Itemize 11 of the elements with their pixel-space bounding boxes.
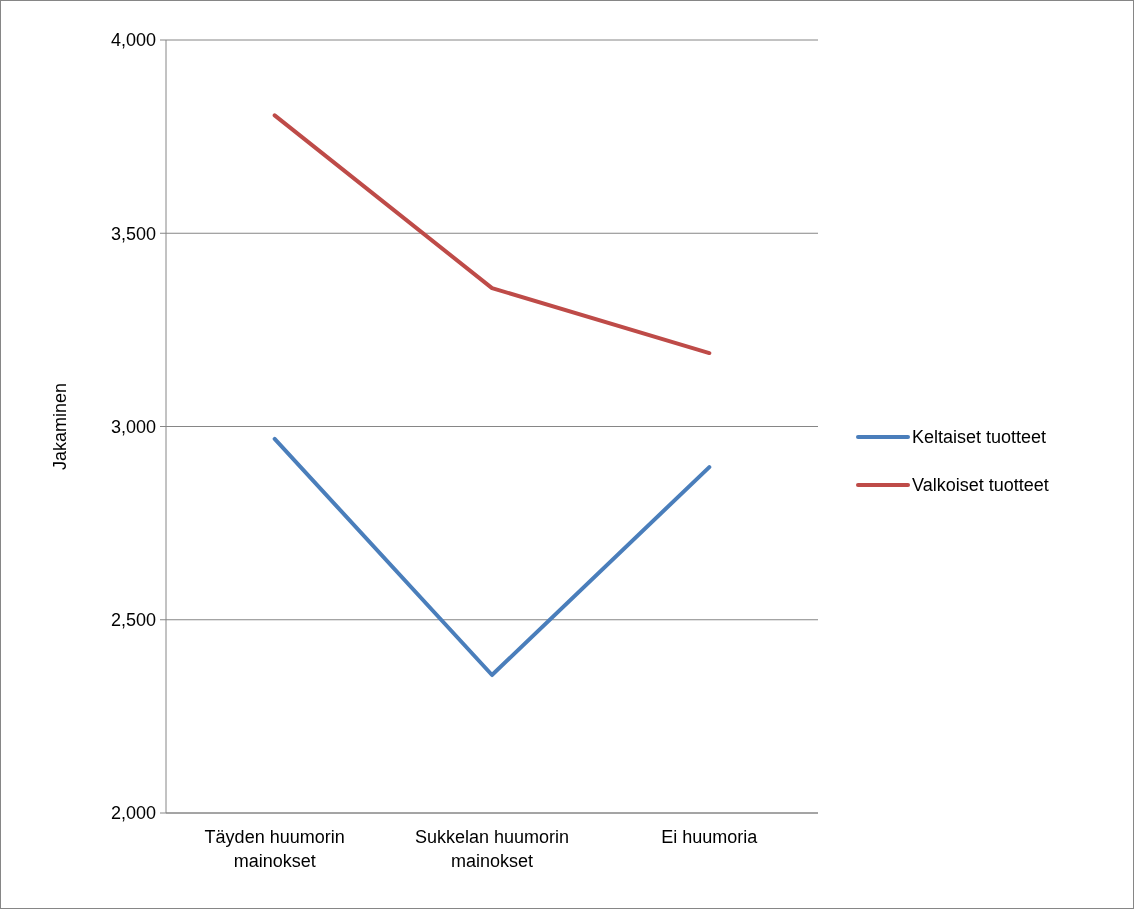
- y-tick-label: 4,000: [110, 30, 156, 51]
- x-tick-label: Sukkelan huumorin mainokset: [414, 827, 570, 871]
- x-tick-label: Täyden huumorin mainokset: [204, 827, 345, 871]
- legend-label: Valkoiset tuotteet: [912, 475, 1049, 496]
- x-tick-label: Ei huumoria: [661, 827, 759, 847]
- y-tick-label: 3,000: [110, 416, 156, 437]
- y-tick-label: 2,000: [110, 803, 156, 824]
- y-tick-label: 3,500: [110, 223, 156, 244]
- legend-label: Keltaiset tuotteet: [912, 427, 1047, 448]
- y-tick-label: 2,500: [110, 610, 156, 631]
- y-axis-title: Jakaminen: [50, 382, 70, 471]
